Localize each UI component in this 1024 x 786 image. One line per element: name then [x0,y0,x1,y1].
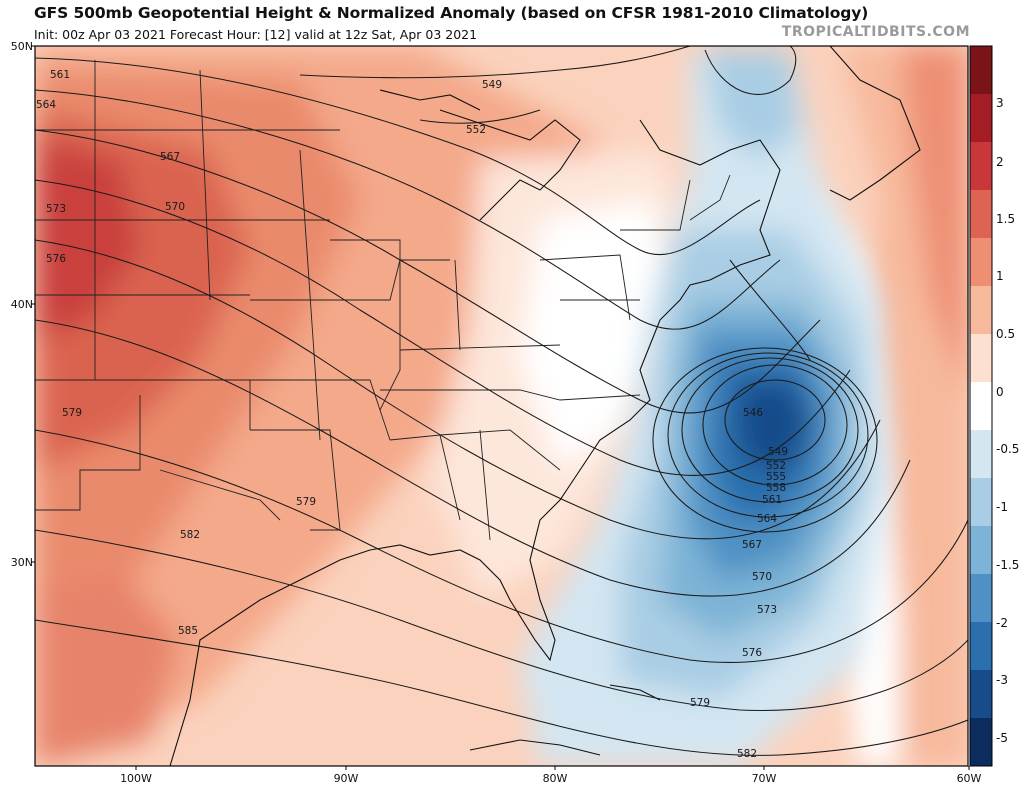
map-title: GFS 500mb Geopotential Height & Normaliz… [34,4,869,22]
colorbar-swatch [970,622,992,671]
contour-label: 555 [766,471,786,483]
lon-label: 80W [543,772,568,785]
colorbar-label: -1.5 [996,558,1019,572]
colorbar-label: -3 [996,673,1008,687]
brand-watermark: TROPICALTIDBITS.COM [781,24,970,40]
colorbar-label: 3 [996,96,1004,110]
contour-label: 558 [766,482,786,494]
axis-ticks [31,45,970,770]
colorbar [969,45,993,767]
low-contours [652,347,878,533]
colorbar-swatch [970,526,992,575]
lat-label: 30N [11,556,33,569]
lon-axis: 100W 90W 80W 70W 60W [120,772,981,785]
contour-label: 567 [742,539,762,551]
contour-label-group: 561 564 567 570 573 576 579 582 585 549 … [36,69,788,760]
colorbar-label: 0.5 [996,327,1015,341]
colorbar-label: -1 [996,500,1008,514]
colorbar-swatch [970,574,992,623]
contour-label: 582 [737,748,757,760]
contour-label: 552 [766,460,786,472]
lat-label: 40N [11,298,33,311]
contour-label: 561 [762,494,782,506]
lat-axis: 50N 40N 30N [11,40,33,569]
colorbar-swatch [970,238,992,287]
colorbar-label: 2 [996,155,1004,169]
colorbar-label: -2 [996,616,1008,630]
lon-label: 60W [957,772,982,785]
lon-label: 100W [120,772,152,785]
colorbar-label: -0.5 [996,442,1019,456]
map-subtitle: Init: 00z Apr 03 2021 Forecast Hour: [12… [34,27,478,42]
anomaly-field: 561 564 567 570 573 576 579 582 585 549 … [35,46,968,766]
contour-label: 573 [757,604,777,616]
contour-label: 579 [296,496,316,508]
colorbar-label: -5 [996,731,1008,745]
contour-label: 573 [46,203,66,215]
contour-label: 570 [165,201,185,213]
colorbar-labels: 3 2 1.5 1 0.5 0 -0.5 -1 -1.5 -2 -3 -5 [996,96,1019,745]
lon-label: 70W [752,772,777,785]
contour-label: 579 [690,697,710,709]
colorbar-swatch [970,670,992,719]
contour-label: 549 [768,446,788,458]
map-border [34,45,969,767]
contour-label: 546 [743,407,763,419]
contour-label: 570 [752,571,772,583]
contour-label: 564 [757,513,777,525]
colorbar-swatch [970,478,992,527]
lat-label: 50N [11,40,33,53]
contour-label: 567 [160,151,180,163]
colorbar-swatch [970,430,992,479]
colorbar-swatch [970,142,992,191]
contour-label: 576 [46,253,66,265]
state-borders [35,60,731,541]
colorbar-label: 1 [996,269,1004,283]
contour-label: 549 [482,79,502,91]
contour-label: 576 [742,647,762,659]
height-contours [35,46,968,756]
colorbar-swatch [970,94,992,143]
contour-label: 561 [50,69,70,81]
colorbar-label: 1.5 [996,212,1015,226]
contour-label: 579 [62,407,82,419]
contour-label: 585 [178,625,198,637]
colorbar-swatch [970,286,992,335]
contour-label: 582 [180,529,200,541]
colorbar-label: 0 [996,385,1004,399]
colorbar-swatch [970,382,992,431]
contour-label: 564 [36,99,56,111]
colorbar-border [969,45,993,767]
colorbar-swatch [970,46,992,95]
colorbar-swatch [970,334,992,383]
coastlines [169,46,921,766]
colorbar-swatch [970,190,992,239]
contour-label: 552 [466,124,486,136]
colorbar-swatch [970,718,992,767]
lon-label: 90W [334,772,359,785]
